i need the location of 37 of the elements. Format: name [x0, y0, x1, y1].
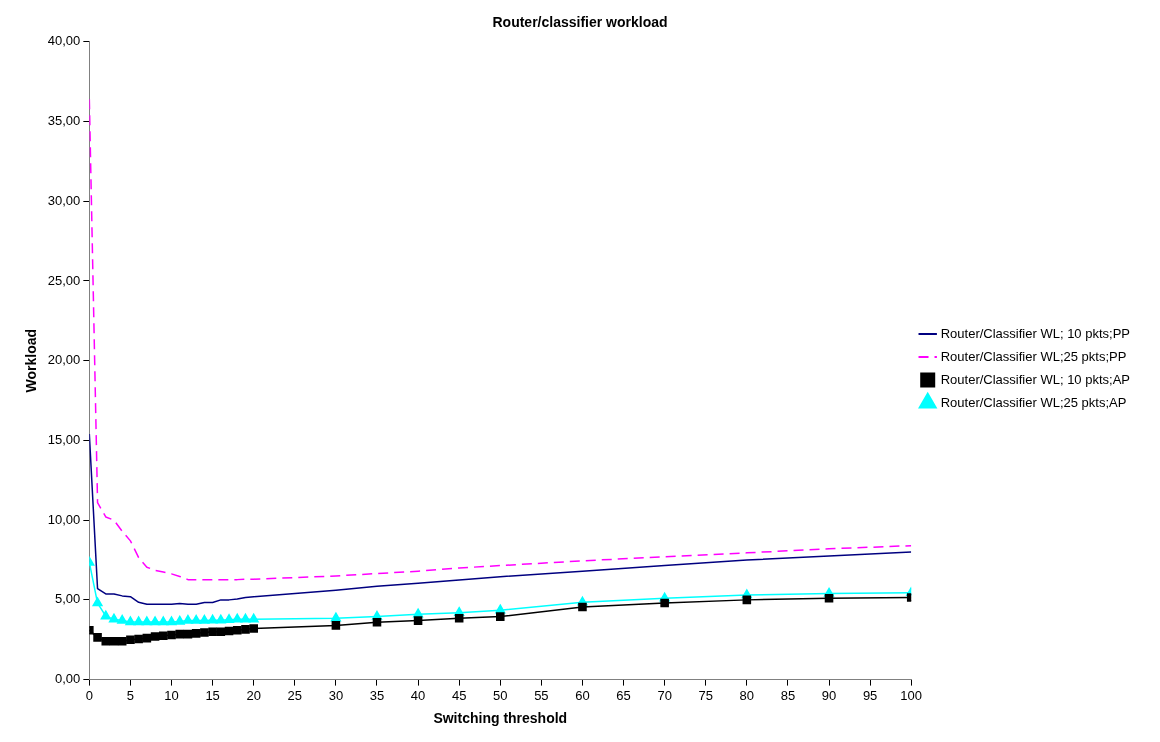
y-tick-label: 25,00 — [47, 272, 81, 288]
legend-label: Router/Classifier WL; 10 pkts;PP — [940, 325, 1131, 341]
x-tick-label: 85 — [780, 687, 796, 703]
x-tick-label: 30 — [328, 687, 344, 703]
x-tick-label: 75 — [698, 687, 713, 703]
y-tick-label: 0,00 — [55, 671, 81, 687]
x-tick-label: 60 — [575, 687, 590, 703]
legend-label: Router/Classifier WL;25 pkts;AP — [940, 394, 1127, 410]
y-tick-label: 10,00 — [47, 511, 81, 527]
x-tick-label: 5 — [126, 687, 135, 703]
x-tick-label: 45 — [451, 687, 467, 703]
legend-label: Router/Classifier WL; 10 pkts;AP — [940, 371, 1131, 387]
y-tick-label: 20,00 — [47, 352, 81, 368]
y-axis-title: Workload — [23, 328, 40, 393]
x-tick-label: 65 — [616, 687, 631, 703]
x-axis-title: Switching threshold — [433, 710, 568, 727]
x-tick-label: 40 — [410, 687, 426, 703]
chart-title: Router/classifier workload — [492, 14, 668, 31]
y-tick-label: 40,00 — [47, 33, 81, 49]
x-tick-label: 55 — [534, 687, 549, 703]
y-tick-label: 35,00 — [47, 113, 81, 129]
y-tick-label: 15,00 — [47, 432, 81, 447]
y-tick-label: 30,00 — [47, 192, 81, 208]
x-tick-label: 90 — [821, 687, 837, 703]
x-tick-label: 15 — [205, 687, 220, 703]
legend-label: Router/Classifier WL;25 pkts;PP — [940, 348, 1127, 364]
x-tick-label: 80 — [739, 687, 755, 703]
x-tick-label: 95 — [862, 687, 878, 703]
x-tick-label: 20 — [246, 687, 261, 703]
x-tick-label: 50 — [493, 687, 508, 703]
x-tick-label: 100 — [900, 687, 923, 703]
x-tick-label: 70 — [657, 687, 672, 703]
x-tick-label: 35 — [369, 687, 385, 703]
x-tick-label: 10 — [164, 687, 179, 703]
x-tick-label: 0 — [85, 687, 93, 703]
y-tick-label: 5,00 — [55, 591, 81, 607]
x-tick-label: 25 — [287, 687, 303, 703]
